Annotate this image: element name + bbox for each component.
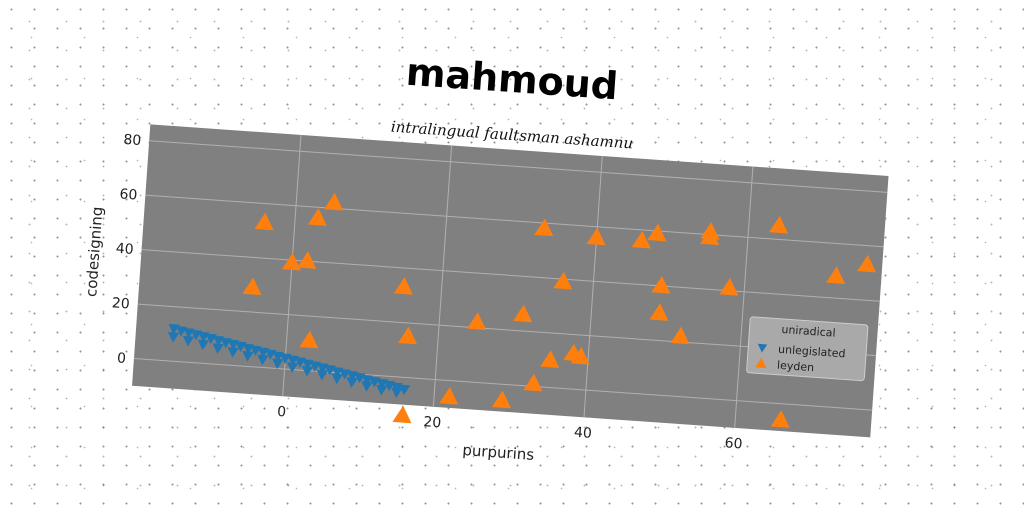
point-leyden xyxy=(700,221,720,240)
grid-line-y xyxy=(145,194,884,248)
legend-marker-leyden xyxy=(755,357,767,369)
point-unlegislated xyxy=(301,366,314,377)
grid-line-y xyxy=(133,358,873,411)
point-leyden xyxy=(769,215,789,234)
point-leyden xyxy=(670,326,690,345)
point-leyden xyxy=(719,278,739,296)
point-unlegislated xyxy=(361,381,373,392)
legend-label-leyden: leyden xyxy=(777,359,815,375)
point-leyden xyxy=(523,373,543,392)
x-tick-label: 60 xyxy=(724,435,743,452)
y-tick-label: 60 xyxy=(119,186,138,203)
point-leyden xyxy=(647,223,667,242)
point-leyden xyxy=(651,275,671,294)
point-leyden xyxy=(491,390,511,409)
point-leyden xyxy=(513,304,533,323)
chart-title: mahmoud xyxy=(405,50,620,109)
point-unlegislated xyxy=(398,384,411,396)
x-tick-label: 0 xyxy=(277,404,287,421)
y-axis-ticks: 0 20 40 60 80 xyxy=(111,132,142,367)
y-tick-label: 20 xyxy=(111,295,130,312)
legend: uniradical unlegislated leyden xyxy=(746,316,869,382)
x-tick-label: 40 xyxy=(573,425,592,442)
point-unlegislated xyxy=(242,350,254,362)
grid-line-x xyxy=(432,145,453,407)
point-leyden xyxy=(467,312,487,330)
point-unlegislated xyxy=(286,362,299,373)
point-leyden xyxy=(826,266,846,284)
point-leyden xyxy=(297,251,317,269)
x-axis-label: purpurins xyxy=(462,441,535,464)
point-unlegislated xyxy=(346,377,358,388)
y-tick-label: 80 xyxy=(123,132,142,149)
point-leyden xyxy=(254,212,274,231)
y-tick-label: 40 xyxy=(115,241,134,258)
point-leyden xyxy=(282,252,302,271)
point-unlegislated xyxy=(182,335,195,347)
series-layer xyxy=(167,192,877,428)
grid-line-y xyxy=(149,140,888,193)
point-leyden xyxy=(307,208,327,226)
plot-area xyxy=(132,124,889,438)
legend-box xyxy=(746,316,869,382)
point-leyden xyxy=(586,227,606,246)
point-leyden xyxy=(770,410,790,428)
point-leyden xyxy=(299,330,319,349)
y-tick-label: 0 xyxy=(116,350,126,367)
point-unlegislated xyxy=(272,358,284,370)
grid-line-y xyxy=(141,249,880,302)
point-leyden xyxy=(857,254,877,273)
legend-title: uniradical xyxy=(781,323,836,340)
point-leyden xyxy=(553,271,573,290)
x-axis-ticks: 0 20 40 60 xyxy=(277,404,743,452)
grid-line-x xyxy=(734,166,754,428)
point-leyden xyxy=(439,386,459,405)
point-unlegislated xyxy=(331,373,343,385)
point-leyden xyxy=(393,277,413,295)
grid-line-x xyxy=(583,155,603,418)
point-unlegislated xyxy=(391,387,403,398)
x-tick-label: 20 xyxy=(423,414,442,431)
point-unlegislated xyxy=(197,339,210,351)
point-unlegislated xyxy=(316,369,329,381)
point-leyden xyxy=(242,277,262,296)
point-leyden xyxy=(534,218,554,237)
point-unlegislated xyxy=(257,354,269,366)
point-leyden xyxy=(649,303,669,321)
y-axis-label: codesigning xyxy=(82,206,106,297)
legend-label-unlegislated: unlegislated xyxy=(778,343,846,361)
point-unlegislated xyxy=(167,332,180,343)
point-leyden xyxy=(324,192,344,211)
point-unlegislated xyxy=(227,347,239,358)
point-leyden xyxy=(540,350,560,368)
point-leyden xyxy=(570,346,590,365)
point-leyden xyxy=(631,230,651,249)
point-unlegislated xyxy=(376,384,388,396)
point-unlegislated xyxy=(212,343,224,354)
point-leyden xyxy=(398,326,417,345)
legend-marker-unlegislated xyxy=(757,343,768,353)
point-leyden xyxy=(392,405,412,424)
